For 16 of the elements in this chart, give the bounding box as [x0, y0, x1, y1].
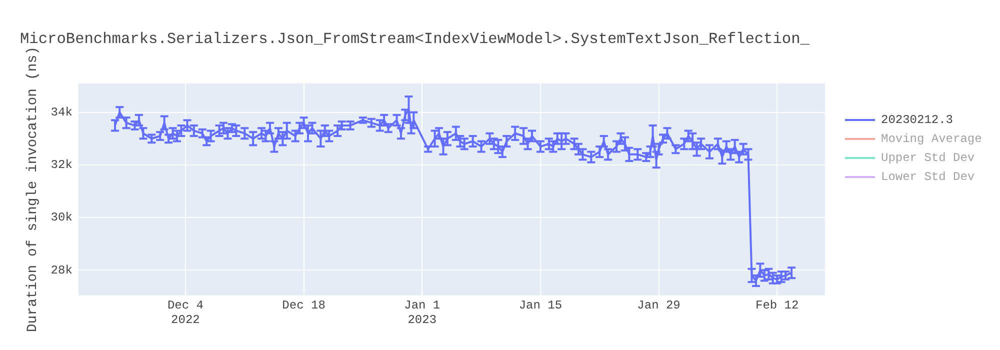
y-axis-title: Duration of single invocation (ns): [25, 46, 42, 332]
y-tick-label: 30k: [50, 210, 72, 225]
x-tick-label: Jan 1 2023: [404, 298, 440, 327]
legend-label: 20230212.3: [881, 112, 954, 126]
x-tick-label: Dec 4 2022: [167, 298, 204, 327]
x-tick-label: Jan 29: [637, 298, 680, 313]
legend-label: Lower Std Dev: [881, 170, 975, 184]
x-tick-label: Jan 15: [518, 298, 562, 313]
legend-label: Upper Std Dev: [881, 150, 975, 164]
y-tick-label: 28k: [50, 263, 72, 278]
x-tick-label: Feb 12: [755, 298, 799, 313]
y-tick-label: 34k: [50, 105, 72, 120]
y-tick-label: 32k: [50, 158, 72, 172]
x-tick-label: Dec 18: [282, 298, 326, 313]
chart-title: MicroBenchmarks.Serializers.Json_FromStream<IndexViewModel>.SystemTextJson_Reflection_: [20, 30, 810, 48]
legend-label: Moving Average: [881, 132, 982, 146]
